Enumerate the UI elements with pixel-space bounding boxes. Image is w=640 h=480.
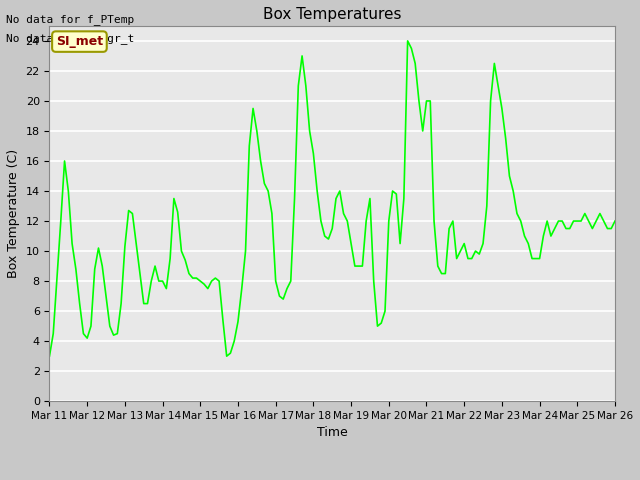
Text: No data for f_lgr_t: No data for f_lgr_t bbox=[6, 33, 134, 44]
Y-axis label: Box Temperature (C): Box Temperature (C) bbox=[7, 149, 20, 278]
Legend: Tower Air T: Tower Air T bbox=[272, 477, 392, 480]
Title: Box Temperatures: Box Temperatures bbox=[263, 7, 401, 22]
Text: No data for f_PTemp: No data for f_PTemp bbox=[6, 13, 134, 24]
X-axis label: Time: Time bbox=[317, 426, 348, 440]
Text: SI_met: SI_met bbox=[56, 35, 103, 48]
